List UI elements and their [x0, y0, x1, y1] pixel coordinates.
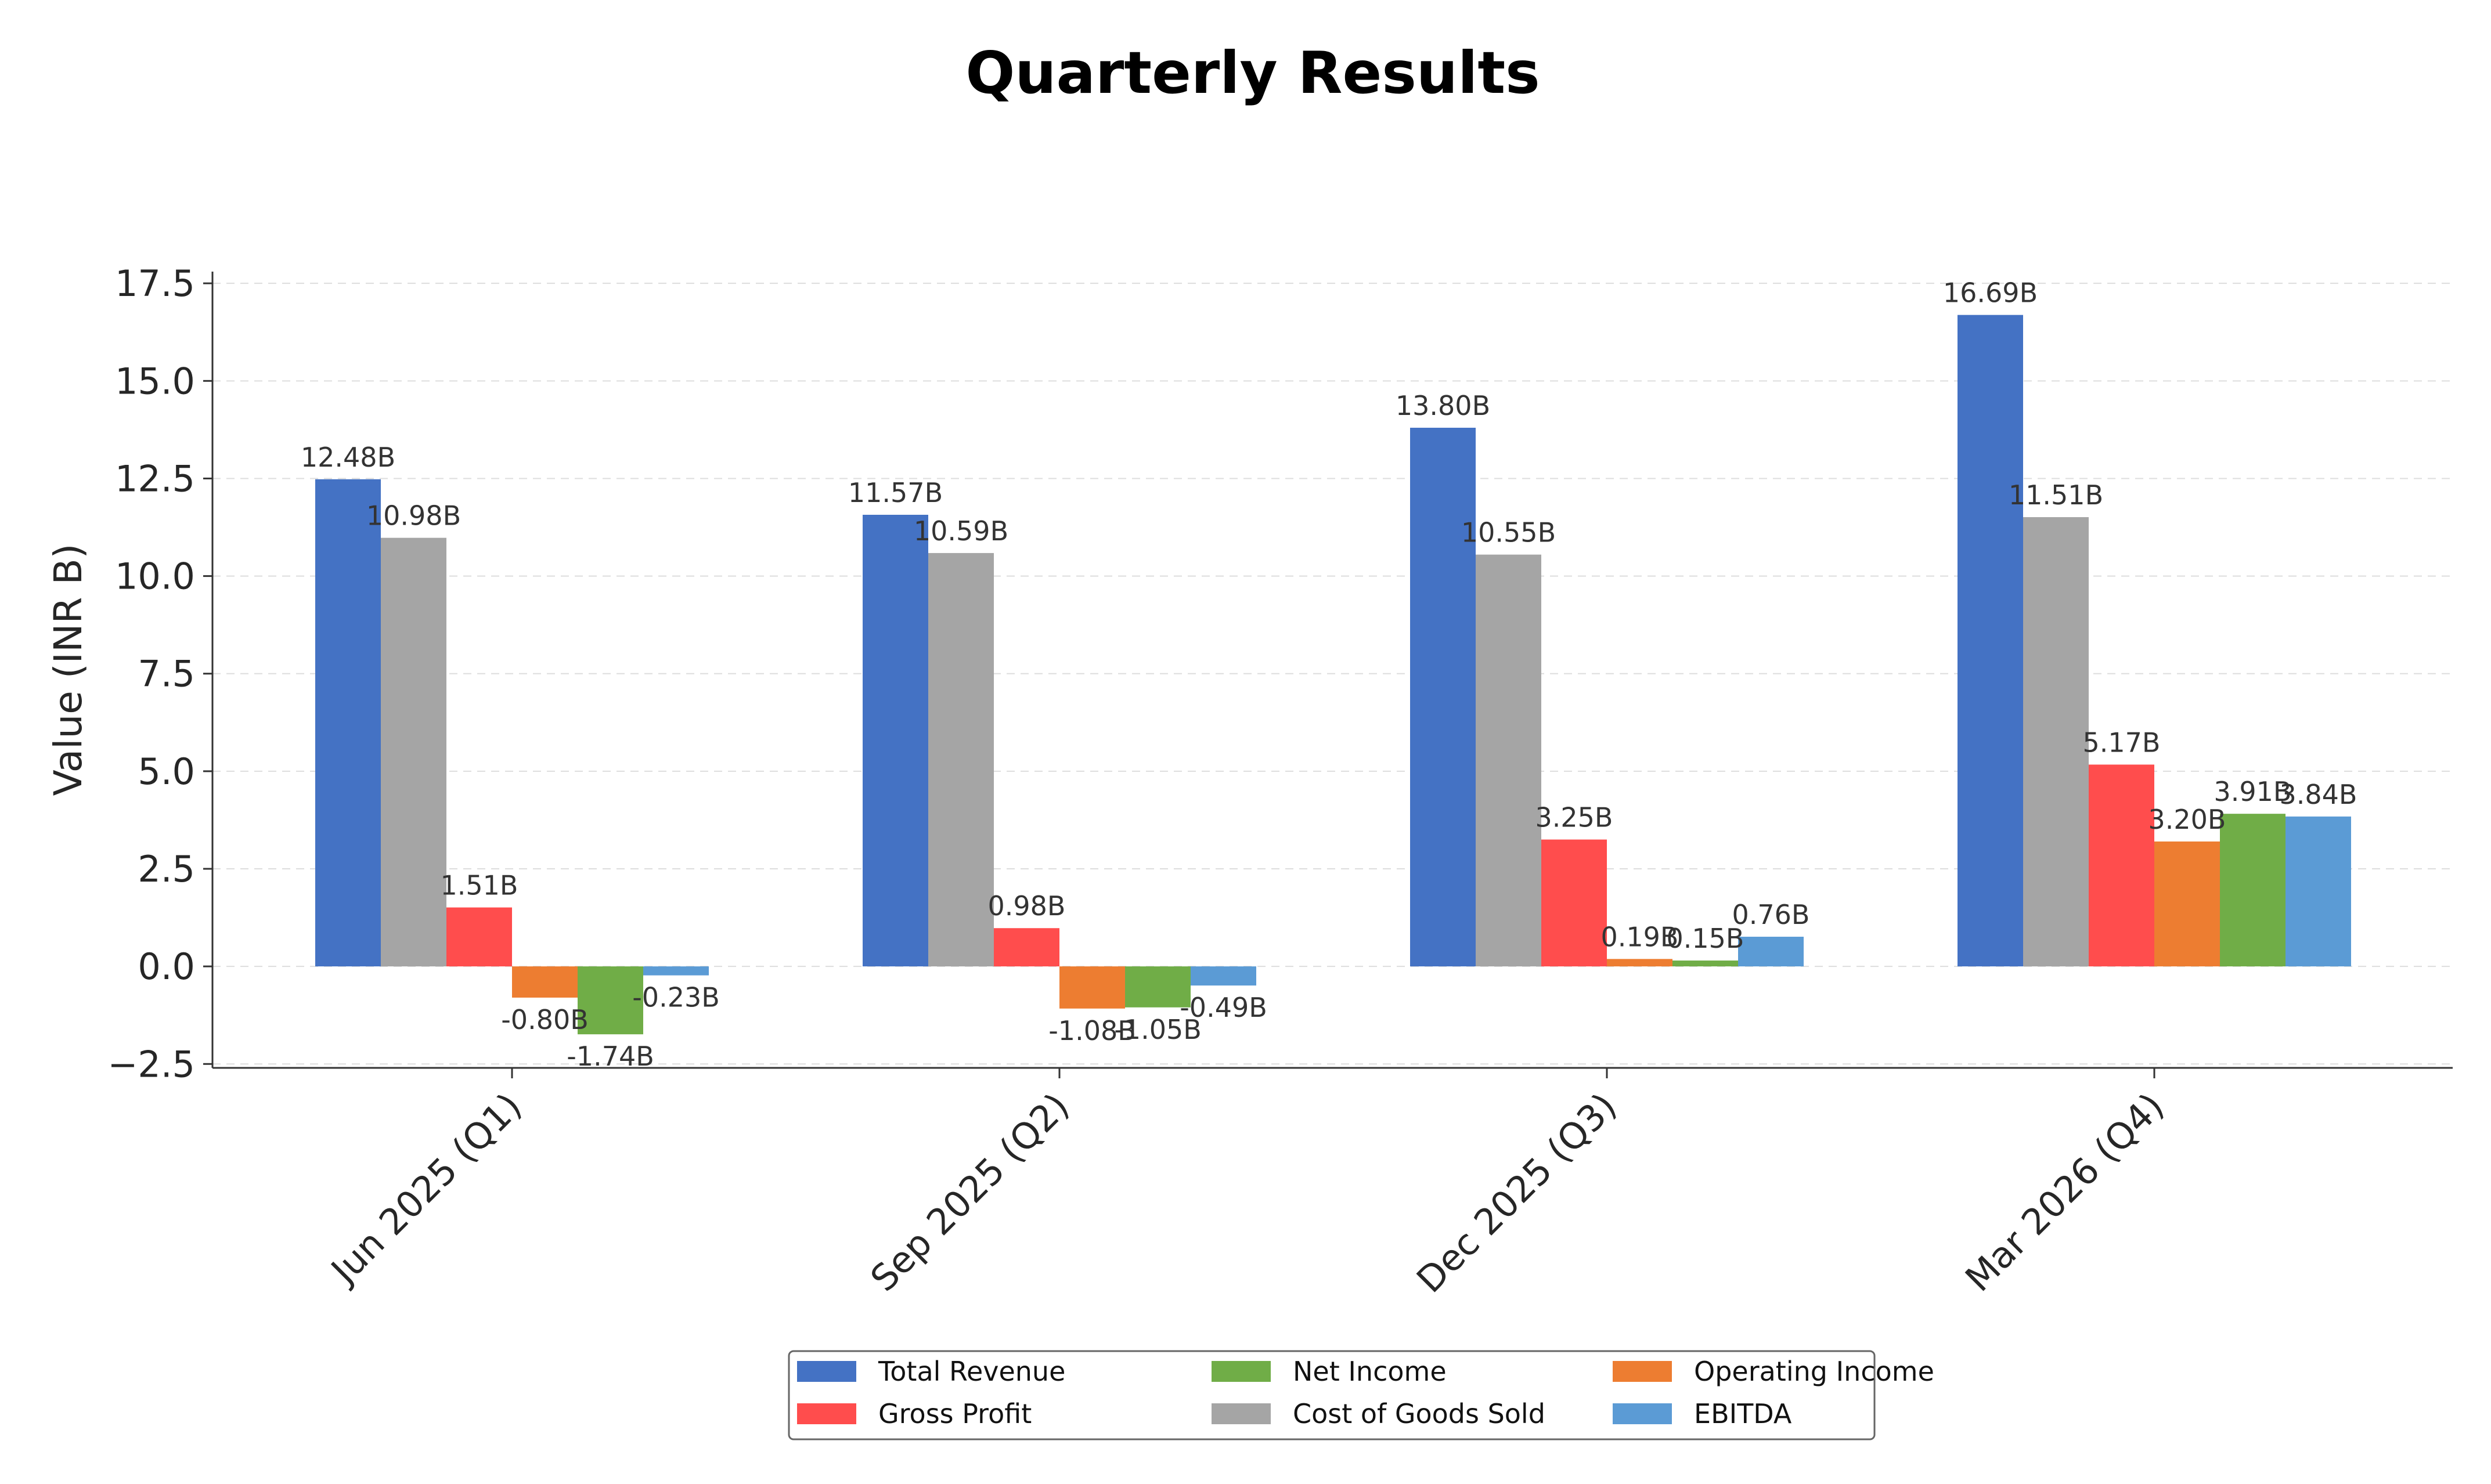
data-label: -1.05B	[1114, 1014, 1202, 1045]
data-label: 0.76B	[1732, 899, 1810, 930]
legend-swatch-ebitda	[1613, 1403, 1672, 1424]
data-label: 13.80B	[1396, 390, 1490, 421]
y-axis-label: Value (INR B)	[46, 544, 91, 796]
legend-box	[788, 1350, 1876, 1440]
data-label: -0.49B	[1180, 992, 1267, 1023]
grid-lines	[212, 283, 2453, 1065]
y-ticks: −2.5 0.0 2.5 5.0 7.5 10.0 12.5 15.0 17.5	[107, 262, 212, 1085]
bar-gross-profit	[1541, 839, 1607, 967]
data-label: 0.19B	[1601, 921, 1679, 952]
data-label: 0.98B	[988, 890, 1066, 922]
data-label: 1.51B	[441, 870, 518, 901]
bar-net-income	[578, 966, 643, 1035]
bar-net-income	[1125, 966, 1191, 1008]
bar-ebitda	[643, 966, 709, 976]
data-label: -1.08B	[1048, 1015, 1136, 1046]
bar-cost-of-goods-sold	[381, 537, 446, 967]
data-label: 3.20B	[2148, 804, 2226, 835]
bar-net-income	[1672, 961, 1738, 967]
data-label: 11.57B	[848, 477, 943, 508]
bar-operating-income	[512, 966, 578, 998]
legend-swatch-net-income	[1212, 1361, 1271, 1382]
legend-swatch-total-revenue	[797, 1361, 856, 1382]
data-label: 5.17B	[2083, 727, 2161, 758]
data-label: 16.69B	[1943, 277, 2038, 309]
y-tick-label: 5.0	[138, 750, 195, 793]
bar-operating-income	[1607, 959, 1672, 967]
data-label: 0.15B	[1667, 923, 1744, 954]
bar-operating-income	[1059, 966, 1125, 1009]
data-label: 3.91B	[2214, 776, 2292, 807]
bar-total-revenue	[315, 479, 381, 967]
bar-ebitda	[1191, 966, 1256, 986]
bar-total-revenue	[1410, 428, 1476, 967]
legend-label-cost-of-goods-sold: Cost of Goods Sold	[1293, 1398, 1545, 1429]
data-label: -0.80B	[501, 1004, 589, 1035]
y-tick-label: −2.5	[107, 1043, 195, 1085]
legend: Total Revenue Gross Profit Net Income Cost …	[788, 1350, 1934, 1440]
x-tick-label: Mar 2026 (Q4)	[1957, 1085, 2172, 1299]
data-label: 10.55B	[1461, 517, 1556, 548]
bar-ebitda	[1738, 937, 1804, 967]
data-label: 3.25B	[1535, 802, 1613, 833]
bar-cost-of-goods-sold	[1476, 554, 1541, 967]
legend-swatch-operating-income	[1613, 1361, 1672, 1382]
chart-title: Quarterly Results	[965, 39, 1540, 107]
x-tick-label: Sep 2025 (Q2)	[862, 1085, 1077, 1299]
data-labels-group: 12.48B 11.57B 13.80B 16.69B 10.98B 10.59B 10.5…	[301, 277, 2357, 1073]
y-tick-label: 15.0	[115, 360, 195, 402]
legend-swatch-cost-of-goods-sold	[1212, 1403, 1271, 1424]
bar-operating-income	[2154, 841, 2220, 967]
data-label: 3.84B	[2280, 779, 2357, 810]
y-tick-label: 2.5	[138, 848, 195, 890]
data-label: -0.23B	[632, 982, 720, 1013]
y-tick-label: 0.0	[138, 945, 195, 988]
y-tick-label: 7.5	[138, 653, 195, 695]
bars-group	[315, 315, 2351, 1035]
data-label: 10.59B	[914, 515, 1008, 547]
legend-label-operating-income: Operating Income	[1694, 1356, 1934, 1387]
bar-ebitda	[2285, 816, 2351, 967]
bar-gross-profit	[446, 907, 512, 967]
data-label: 11.51B	[2009, 479, 2103, 511]
bar-cost-of-goods-sold	[2023, 517, 2089, 967]
data-label: 10.98B	[366, 500, 461, 532]
bar-cost-of-goods-sold	[928, 553, 994, 967]
legend-label-total-revenue: Total Revenue	[878, 1356, 1065, 1387]
data-label: 12.48B	[301, 442, 395, 473]
x-tick-label: Dec 2025 (Q3)	[1408, 1085, 1625, 1301]
legend-label-gross-profit: Gross Profit	[878, 1398, 1032, 1429]
x-ticks: Jun 2025 (Q1) Sep 2025 (Q2) Dec 2025 (Q3) M…	[322, 1068, 2172, 1301]
axes	[211, 272, 2453, 1069]
bar-total-revenue	[863, 514, 928, 967]
y-tick-label: 10.0	[115, 555, 195, 598]
bar-total-revenue	[1958, 315, 2023, 967]
y-tick-label: 12.5	[115, 457, 195, 500]
y-tick-label: 17.5	[115, 262, 195, 305]
legend-label-ebitda: EBITDA	[1694, 1398, 1792, 1429]
legend-label-net-income: Net Income	[1293, 1356, 1447, 1387]
bar-net-income	[2220, 814, 2285, 967]
x-tick-label: Jun 2025 (Q1)	[322, 1085, 530, 1293]
legend-swatch-gross-profit	[797, 1403, 856, 1424]
bar-gross-profit	[994, 928, 1059, 967]
bar-gross-profit	[2089, 764, 2154, 967]
data-label: -1.74B	[567, 1041, 654, 1072]
